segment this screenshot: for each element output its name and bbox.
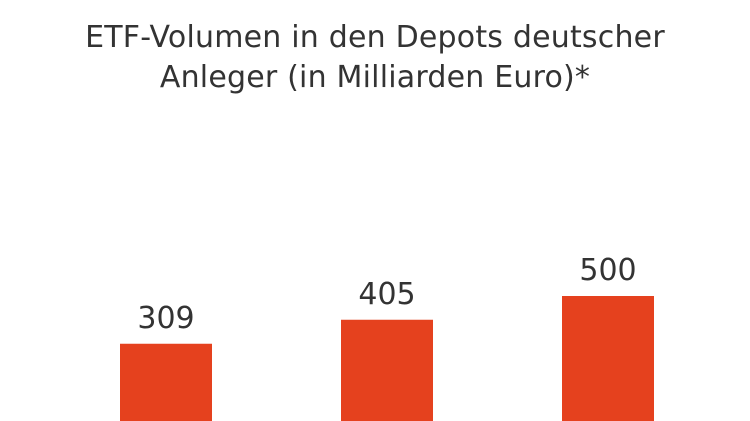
chart-title-line-1: ETF-Volumen in den Depots deutscher <box>85 20 665 55</box>
bar-3 <box>562 296 654 421</box>
chart-title: ETF-Volumen in den Depots deutscher Anle… <box>0 18 750 98</box>
chart-title-line-2: Anleger (in Milliarden Euro)* <box>159 60 591 95</box>
bar-2 <box>341 319 433 421</box>
data-label-1: 309 <box>137 301 194 336</box>
data-label-2: 405 <box>358 277 415 312</box>
bar-1 <box>120 343 212 421</box>
data-label-3: 500 <box>579 253 636 288</box>
